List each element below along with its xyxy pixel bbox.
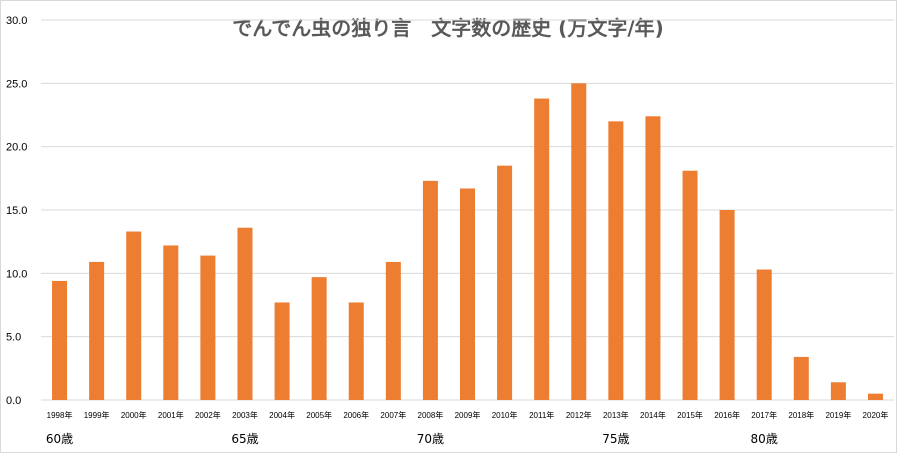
age-label: 65歳	[231, 432, 258, 446]
bar	[645, 116, 661, 401]
x-tick-label: 2020年	[863, 410, 889, 420]
x-tick-label: 2008年	[418, 410, 444, 420]
y-tick-label: 10.0	[6, 268, 27, 280]
x-axis-ticks: 1998年 1999年 2000年 2001年 2002年 2003年 2004年 2005年…	[47, 410, 889, 420]
y-tick-label: 30.0	[6, 15, 27, 27]
bar	[89, 261, 105, 400]
age-label: 70歳	[417, 432, 444, 446]
x-tick-label: 2009年	[455, 410, 481, 420]
x-tick-label: 2004年	[269, 410, 295, 420]
y-tick-label: 15.0	[6, 205, 27, 217]
bar	[719, 210, 735, 400]
bar	[867, 393, 883, 400]
x-tick-label: 2013年	[603, 410, 629, 420]
bar	[52, 280, 68, 400]
x-tick-label: 2019年	[825, 410, 851, 420]
x-tick-label: 2018年	[788, 410, 814, 420]
bar	[126, 231, 142, 400]
y-axis-ticks: 0.0 5.0 10.0 15.0 20.0 25.0 30.0	[6, 15, 27, 407]
x-tick-label: 2015年	[677, 410, 703, 420]
bar	[311, 277, 327, 400]
x-tick-label: 2010年	[492, 410, 518, 420]
x-tick-label: 2006年	[343, 410, 369, 420]
bar	[497, 165, 513, 400]
x-tick-label: 1998年	[47, 410, 73, 420]
bar	[534, 98, 550, 401]
bar	[460, 188, 475, 400]
x-tick-label: 2017年	[751, 410, 777, 420]
y-tick-label: 20.0	[6, 142, 27, 154]
x-tick-label: 2001年	[158, 410, 184, 420]
bar	[348, 302, 364, 400]
bar	[385, 261, 401, 400]
bars	[52, 83, 883, 401]
x-tick-label: 2016年	[714, 410, 740, 420]
bar	[830, 382, 846, 400]
x-tick-label: 2000年	[121, 410, 147, 420]
bar	[793, 356, 809, 400]
y-tick-label: 0.0	[6, 395, 21, 407]
x-tick-label: 2002年	[195, 410, 221, 420]
x-tick-label: 2003年	[232, 410, 258, 420]
bar	[682, 170, 698, 400]
bar	[608, 121, 624, 400]
age-labels: 60歳 65歳 70歳 75歳 80歳	[46, 432, 778, 446]
x-tick-label: 2012年	[566, 410, 592, 420]
x-tick-label: 1999年	[84, 410, 110, 420]
bar	[200, 255, 216, 400]
bar	[237, 227, 253, 400]
age-label: 75歳	[602, 432, 629, 446]
bar	[422, 180, 438, 400]
age-label: 60歳	[46, 432, 73, 446]
bar	[163, 245, 179, 400]
bar	[571, 83, 587, 400]
bar	[274, 302, 290, 400]
x-tick-label: 2014年	[640, 410, 666, 420]
x-tick-label: 2011年	[529, 410, 554, 420]
y-tick-label: 25.0	[6, 78, 27, 90]
age-label: 80歳	[751, 432, 778, 446]
bar	[756, 269, 772, 400]
x-tick-label: 2007年	[380, 410, 406, 420]
y-tick-label: 5.0	[6, 332, 21, 344]
x-tick-label: 2005年	[306, 410, 332, 420]
